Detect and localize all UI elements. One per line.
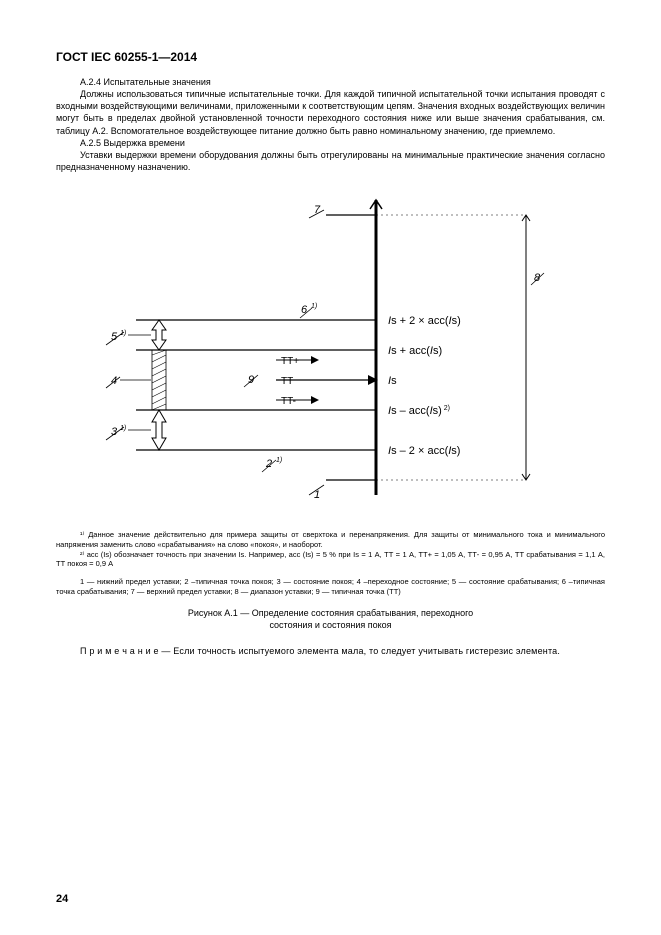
caption-line2: состояния и состояния покоя: [269, 620, 391, 630]
formula-4: Is – acc(Is) 2): [388, 405, 450, 417]
figure-legend: 1 — нижний предел уставки; 2 –типичная т…: [56, 577, 605, 597]
footnotes: ¹⁾ Данное значение действительно для при…: [56, 530, 605, 569]
svg-text:Is – acc(Is) 2): Is – acc(Is) 2): [388, 405, 450, 417]
figure-caption: Рисунок А.1 — Определение состояния сраб…: [56, 607, 605, 632]
label-3-sup: 1): [120, 425, 126, 432]
label-5-sup: 1): [120, 330, 126, 337]
label-tt-minus: TT-: [281, 396, 296, 407]
svg-text:Is – 2 × acc(Is): Is – 2 × acc(Is): [388, 445, 460, 457]
formula-1: Is + 2 × acc(Is): [388, 315, 461, 327]
svg-text:Is: Is: [388, 375, 397, 387]
section-a25-para: Уставки выдержки времени оборудования до…: [56, 149, 605, 173]
arrow-5: [152, 320, 166, 350]
formula-3: Is: [388, 375, 397, 387]
label-9: 9: [248, 374, 254, 386]
label-8: 8: [534, 272, 541, 284]
document-header: ГОСТ IEC 60255-1—2014: [56, 50, 605, 64]
arrow-3: [152, 410, 166, 450]
label-tt-plus: TT+: [281, 356, 299, 367]
figure-a1-svg: 7 8 1: [56, 185, 605, 515]
section-a25-heading: А.2.5 Выдержка времени: [56, 137, 605, 149]
label-tt: TT: [281, 376, 293, 387]
section-a24-para: Должны использоваться типичные испытател…: [56, 88, 605, 137]
label-6-sup: 1): [311, 303, 317, 310]
footnote-1: ¹⁾ Данное значение действительно для при…: [56, 530, 605, 550]
figure-a1: 7 8 1: [56, 185, 605, 520]
formula-5: Is – 2 × acc(Is): [388, 445, 460, 457]
footnote-2: ²⁾ acc (Is) обозначает точность при знач…: [56, 550, 605, 570]
body-text: А.2.4 Испытательные значения Должны испо…: [56, 76, 605, 173]
label-7: 7: [314, 204, 321, 216]
section-a24-heading: А.2.4 Испытательные значения: [56, 76, 605, 88]
svg-text:Is + acc(Is): Is + acc(Is): [388, 345, 442, 357]
caption-line1: Рисунок А.1 — Определение состояния сраб…: [188, 608, 473, 618]
formula-2: Is + acc(Is): [388, 345, 442, 357]
hatched-band: [152, 350, 166, 410]
page-number: 24: [56, 893, 68, 905]
note: П р и м е ч а н и е — Если точность испы…: [56, 646, 605, 656]
svg-text:Is + 2 × acc(Is): Is + 2 × acc(Is): [388, 315, 461, 327]
label-2-sup: 1): [276, 457, 282, 464]
label-4: 4: [111, 375, 117, 387]
